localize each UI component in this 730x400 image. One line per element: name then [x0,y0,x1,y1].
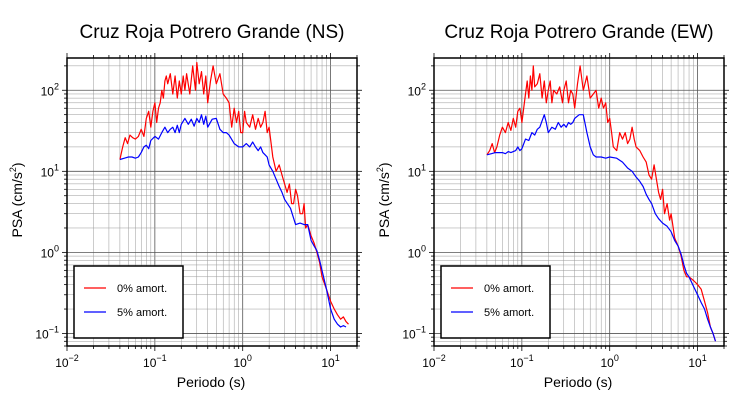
legend-box [73,265,184,339]
plot-frame [66,57,358,347]
y-axis-label: PSA (cm/s2) [8,162,25,237]
legend: 0% amort. 5% amort. [73,265,184,339]
chart-title: Cruz Roja Potrero Grande (EW) [444,22,713,43]
chart-title: Cruz Roja Potrero Grande (NS) [79,22,344,43]
tick-marks [62,53,362,351]
grid [66,58,358,347]
legend-label-5pct: 5% amort. [484,307,534,319]
legend: 0% amort. 5% amort. [440,265,551,339]
chart-panel-ns: Cruz Roja Potrero Grande (NS) 10−2 10−1 10… [8,22,362,390]
y-tick-label: 100 [41,243,59,260]
x-tick-labels: 10−2 10−1 100 101 [55,353,340,370]
legend-label-5pct: 5% amort. [117,307,167,319]
x-tick-label: 10−1 [510,353,534,370]
y-tick-labels: 10−1 100 101 102 [35,81,59,341]
x-tick-label: 101 [688,353,706,370]
x-tick-label: 100 [601,353,619,370]
x-tick-label: 100 [234,353,252,370]
series-line-0pct [119,61,349,325]
y-tick-labels: 10−1 100 101 102 [402,81,426,341]
series-layer [486,65,717,342]
y-tick-label: 10−1 [35,324,59,341]
x-tick-label: 101 [321,353,339,370]
series-line-5pct [119,114,347,328]
tick-marks [429,53,729,351]
y-tick-label: 101 [41,162,59,179]
x-tick-label: 10−2 [55,353,79,370]
y-tick-label: 10−1 [402,324,426,341]
x-tick-labels: 10−2 10−1 100 101 [422,353,707,370]
legend-box [440,265,551,339]
y-tick-label: 100 [408,243,426,260]
y-tick-label: 102 [408,81,426,98]
y-tick-label: 101 [408,162,426,179]
series-layer [119,61,349,328]
x-axis-label: Periodo (s) [544,374,612,390]
x-axis-label: Periodo (s) [177,374,245,390]
series-line-5pct [486,114,717,342]
x-tick-label: 10−1 [143,353,167,370]
series-line-0pct [486,65,717,342]
legend-label-0pct: 0% amort. [117,283,167,295]
legend-label-0pct: 0% amort. [484,283,534,295]
chart-panel-ew: Cruz Roja Potrero Grande (EW) 10−2 10−1 10… [375,22,729,390]
y-tick-label: 102 [41,81,59,98]
y-axis-label: PSA (cm/s2) [375,162,392,237]
x-tick-label: 10−2 [422,353,446,370]
plot-frame [433,57,725,347]
